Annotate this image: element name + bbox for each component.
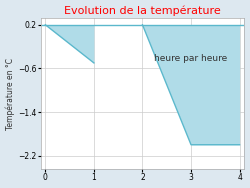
Title: Evolution de la température: Evolution de la température <box>64 6 221 16</box>
Y-axis label: Température en °C: Température en °C <box>6 58 15 130</box>
Text: heure par heure: heure par heure <box>154 54 228 63</box>
